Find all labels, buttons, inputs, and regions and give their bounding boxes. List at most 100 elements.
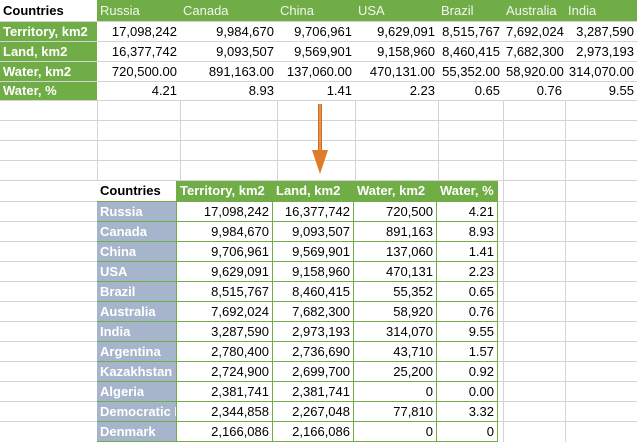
data-cell: 2,381,741 xyxy=(273,382,354,402)
data-cell: 470,131 xyxy=(354,262,437,282)
data-cell: 9,093,507 xyxy=(180,42,278,62)
data-cell: 3.32 xyxy=(437,402,498,422)
data-cell: 2,166,086 xyxy=(273,422,354,442)
row-label: Territory, km2 xyxy=(0,22,98,42)
row-label: Kazakhstan xyxy=(97,362,177,382)
data-cell: 137,060.00 xyxy=(277,62,356,82)
data-cell: 0 xyxy=(354,422,437,442)
data-cell: 0.65 xyxy=(438,82,504,101)
data-cell: 1.57 xyxy=(437,342,498,362)
row-label: Argentina xyxy=(97,342,177,362)
data-cell: 16,377,742 xyxy=(273,202,354,222)
data-cell: 7,682,300 xyxy=(503,42,566,62)
data-cell: 0.76 xyxy=(437,302,498,322)
data-cell: 891,163 xyxy=(354,222,437,242)
column-header: Brazil xyxy=(438,0,504,22)
data-cell: 470,131.00 xyxy=(355,62,439,82)
data-cell: 8.93 xyxy=(180,82,278,101)
row-label: China xyxy=(97,242,177,262)
data-cell: 8,460,415 xyxy=(438,42,504,62)
data-cell: 2,973,193 xyxy=(273,322,354,342)
corner-header: Countries xyxy=(0,0,98,22)
data-cell: 891,163.00 xyxy=(180,62,278,82)
data-cell: 7,682,300 xyxy=(273,302,354,322)
data-cell: 9,093,507 xyxy=(273,222,354,242)
data-cell: 55,352.00 xyxy=(438,62,504,82)
data-cell: 9.55 xyxy=(565,82,637,101)
column-header: China xyxy=(277,0,356,22)
data-cell: 314,070.00 xyxy=(565,62,637,82)
column-header: India xyxy=(565,0,637,22)
row-label: Russia xyxy=(97,202,177,222)
row-label: Land, km2 xyxy=(0,42,98,62)
column-header: Australia xyxy=(503,0,566,22)
data-cell: 17,098,242 xyxy=(97,22,181,42)
data-cell: 9,984,670 xyxy=(180,22,278,42)
column-header: Canada xyxy=(180,0,278,22)
data-cell: 1.41 xyxy=(277,82,356,101)
data-cell: 9,629,091 xyxy=(177,262,273,282)
data-cell: 2,780,400 xyxy=(177,342,273,362)
column-header: USA xyxy=(355,0,439,22)
row-label: Canada xyxy=(97,222,177,242)
data-cell: 0.00 xyxy=(437,382,498,402)
data-cell: 9,158,960 xyxy=(273,262,354,282)
data-cell: 1.41 xyxy=(437,242,498,262)
data-cell: 2,736,690 xyxy=(273,342,354,362)
data-cell: 9,569,901 xyxy=(273,242,354,262)
data-cell: 55,352 xyxy=(354,282,437,302)
data-cell: 314,070 xyxy=(354,322,437,342)
row-label: Water, km2 xyxy=(0,62,98,82)
row-label: Democratic I xyxy=(97,402,177,422)
data-cell: 9,984,670 xyxy=(177,222,273,242)
data-cell: 0 xyxy=(354,382,437,402)
data-cell: 16,377,742 xyxy=(97,42,181,62)
data-cell: 7,692,024 xyxy=(503,22,566,42)
data-cell: 0.65 xyxy=(437,282,498,302)
row-label: Algeria xyxy=(97,382,177,402)
data-cell: 3,287,590 xyxy=(565,22,637,42)
data-cell: 43,710 xyxy=(354,342,437,362)
column-header: Water, % xyxy=(437,181,498,202)
column-header: Territory, km2 xyxy=(177,181,273,202)
data-cell: 9.55 xyxy=(437,322,498,342)
data-cell: 58,920 xyxy=(354,302,437,322)
data-cell: 720,500.00 xyxy=(97,62,181,82)
column-header: Russia xyxy=(97,0,181,22)
data-cell: 720,500 xyxy=(354,202,437,222)
data-cell: 9,629,091 xyxy=(355,22,439,42)
data-cell: 2,381,741 xyxy=(177,382,273,402)
data-cell: 2,724,900 xyxy=(177,362,273,382)
data-cell: 8,515,767 xyxy=(177,282,273,302)
data-cell: 0.76 xyxy=(503,82,566,101)
row-label: India xyxy=(97,322,177,342)
data-cell: 9,569,901 xyxy=(277,42,356,62)
row-label: Brazil xyxy=(97,282,177,302)
data-cell: 0.92 xyxy=(437,362,498,382)
data-cell: 9,706,961 xyxy=(277,22,356,42)
column-header: Water, km2 xyxy=(354,181,437,202)
row-label: Water, % xyxy=(0,82,98,101)
data-cell: 8.93 xyxy=(437,222,498,242)
data-cell: 8,460,415 xyxy=(273,282,354,302)
data-cell: 8,515,767 xyxy=(438,22,504,42)
row-label: USA xyxy=(97,262,177,282)
data-cell: 2,344,858 xyxy=(177,402,273,422)
row-label: Australia xyxy=(97,302,177,322)
data-cell: 3,287,590 xyxy=(177,322,273,342)
data-cell: 2,973,193 xyxy=(565,42,637,62)
column-header: Land, km2 xyxy=(273,181,354,202)
data-cell: 17,098,242 xyxy=(177,202,273,222)
data-cell: 9,158,960 xyxy=(355,42,439,62)
data-cell: 4.21 xyxy=(97,82,181,101)
data-cell: 7,692,024 xyxy=(177,302,273,322)
data-cell: 2.23 xyxy=(355,82,439,101)
data-cell: 4.21 xyxy=(437,202,498,222)
row-label: Denmark xyxy=(97,422,177,442)
data-cell: 9,706,961 xyxy=(177,242,273,262)
data-cell: 0 xyxy=(437,422,498,442)
data-cell: 137,060 xyxy=(354,242,437,262)
corner-header: Countries xyxy=(97,181,177,202)
